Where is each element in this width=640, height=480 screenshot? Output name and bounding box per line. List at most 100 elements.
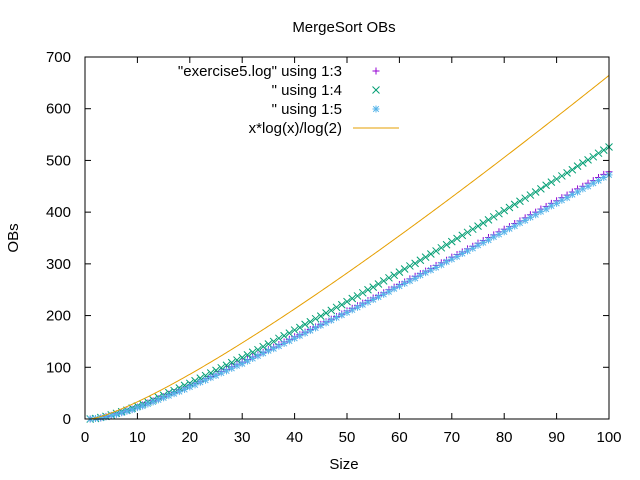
data-point — [453, 253, 461, 261]
x-tick-label: 50 — [339, 429, 356, 446]
legend-swatch — [372, 67, 380, 75]
x-tick-label: 90 — [548, 429, 565, 446]
x-axis: 0 10 20 30 40 50 60 70 80 90 100 — [81, 57, 622, 446]
series-line — [90, 75, 610, 420]
data-point — [516, 197, 524, 206]
data-point — [578, 159, 587, 167]
data-point — [238, 360, 246, 368]
y-axis-title: OBs — [5, 223, 22, 252]
legend-label: " using 1:5 — [272, 101, 342, 118]
data-point — [495, 209, 503, 218]
data-point — [248, 348, 257, 357]
data-point — [259, 342, 268, 351]
data-point — [521, 194, 530, 203]
data-point — [557, 172, 566, 180]
x-tick-label: 10 — [129, 429, 146, 446]
data-point — [442, 240, 451, 249]
data-point — [469, 244, 477, 252]
data-point — [490, 233, 498, 241]
data-point — [542, 181, 550, 190]
data-point — [301, 320, 309, 329]
data-point — [369, 283, 378, 291]
data-point — [432, 247, 440, 255]
data-point — [447, 237, 456, 246]
data-point — [584, 182, 592, 190]
data-point — [505, 203, 514, 212]
legend-swatch — [372, 86, 380, 94]
data-point — [416, 256, 425, 265]
data-point — [563, 168, 571, 177]
data-point — [165, 392, 173, 400]
legend: "exercise5.log" using 1:3 " using 1:4 " us… — [178, 63, 399, 137]
data-point — [317, 321, 325, 329]
x-tick-label: 30 — [234, 429, 251, 446]
data-point — [348, 306, 356, 314]
x-tick-label: 60 — [391, 429, 408, 446]
series-4 — [90, 75, 610, 420]
data-point — [468, 225, 477, 234]
data-point — [181, 386, 189, 394]
legend-label: x*log(x)/log(2) — [249, 120, 342, 137]
x-tick-label: 80 — [496, 429, 513, 446]
y-tick-label: 200 — [46, 308, 71, 325]
data-point — [280, 331, 288, 340]
data-point — [563, 194, 571, 202]
data-point — [579, 185, 587, 193]
y-axis: 0 100 200 300 400 500 600 700 — [46, 49, 609, 428]
data-point — [395, 268, 404, 276]
data-point — [385, 288, 393, 296]
data-point — [270, 345, 278, 353]
data-point — [322, 319, 330, 327]
data-point — [558, 196, 566, 204]
data-point — [185, 379, 194, 388]
data-point — [285, 329, 294, 338]
x-tick-label: 100 — [596, 429, 621, 446]
data-point — [348, 294, 357, 303]
data-point — [364, 285, 372, 294]
data-point — [463, 228, 472, 237]
x-tick-label: 40 — [286, 429, 303, 446]
legend-swatch — [372, 105, 380, 113]
data-point — [458, 231, 467, 240]
data-point — [275, 334, 283, 343]
data-point — [500, 206, 509, 215]
data-point — [584, 156, 592, 164]
data-point — [338, 311, 346, 319]
data-point — [521, 216, 529, 224]
data-point — [343, 297, 351, 306]
data-point — [437, 261, 445, 269]
data-point — [327, 306, 336, 315]
data-point — [306, 327, 314, 335]
data-point — [479, 219, 488, 227]
data-point — [374, 280, 383, 288]
data-point — [547, 178, 556, 187]
x-tick-label: 0 — [81, 429, 89, 446]
data-point — [406, 277, 414, 285]
data-point — [526, 191, 535, 199]
y-tick-label: 700 — [46, 49, 71, 66]
data-point — [411, 259, 419, 268]
x-tick-label: 20 — [181, 429, 198, 446]
data-point — [353, 292, 362, 300]
data-point — [358, 288, 367, 297]
data-point — [374, 293, 382, 301]
data-point — [322, 309, 330, 317]
y-tick-label: 600 — [46, 101, 71, 118]
data-point — [474, 222, 482, 230]
x-tick-label: 70 — [443, 429, 460, 446]
y-tick-label: 100 — [46, 359, 71, 376]
data-point — [568, 165, 577, 174]
data-point — [489, 212, 498, 221]
y-tick-label: 0 — [63, 411, 71, 428]
data-point — [401, 280, 409, 288]
data-point — [484, 216, 493, 224]
data-point — [228, 364, 236, 372]
data-point — [316, 312, 325, 320]
data-point — [427, 266, 435, 274]
data-point — [175, 384, 184, 392]
data-point — [510, 200, 519, 209]
data-point — [479, 239, 487, 247]
data-point — [238, 353, 247, 362]
data-point — [532, 211, 540, 219]
